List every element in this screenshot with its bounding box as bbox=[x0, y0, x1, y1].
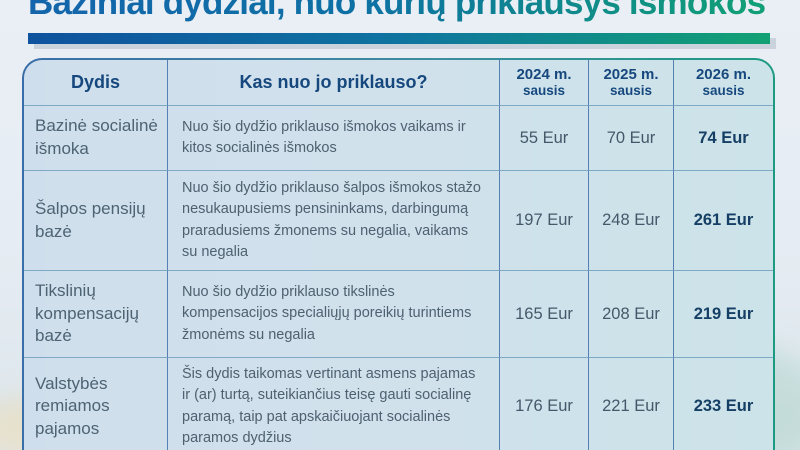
row-description: Nuo šio dydžio priklauso tikslinės kompe… bbox=[167, 270, 499, 357]
column-header-kas: Kas nuo jo priklauso? bbox=[167, 60, 499, 105]
row-label-salpos-pensiju-baze: Šalpos pensijų bazė bbox=[24, 170, 167, 270]
value-2024: 176 Eur bbox=[499, 357, 588, 450]
row-label-bazine-socialine-ismoka: Bazinė socialinė išmoka bbox=[24, 105, 167, 170]
benefits-data-table: Dydis Kas nuo jo priklauso? 2024 m. saus… bbox=[24, 60, 773, 450]
value-2024: 165 Eur bbox=[499, 270, 588, 357]
value-2026: 74 Eur bbox=[673, 105, 773, 170]
value-2025: 221 Eur bbox=[588, 357, 673, 450]
value-2026: 261 Eur bbox=[673, 170, 773, 270]
year-label: 2025 m. bbox=[603, 66, 659, 84]
row-description: Nuo šio dydžio priklauso išmokos vaikams… bbox=[167, 105, 499, 170]
row-label-valstybes-remiamos-pajamos: Valstybės remiamos pajamos bbox=[24, 357, 167, 450]
row-label-tiksliniu-kompensaciju-baze: Tikslinių kompensacijų bazė bbox=[24, 270, 167, 357]
column-header-2024: 2024 m. sausis bbox=[499, 60, 588, 105]
value-2024: 55 Eur bbox=[499, 105, 588, 170]
table-row: Valstybės remiamos pajamos Šis dydis tai… bbox=[24, 357, 773, 450]
month-label: sausis bbox=[609, 83, 653, 99]
row-description: Šis dydis taikomas vertinant asmens paja… bbox=[167, 357, 499, 450]
column-header-2026: 2026 m. sausis bbox=[673, 60, 773, 105]
row-description: Nuo šio dydžio priklauso šalpos išmokos … bbox=[167, 170, 499, 270]
value-2025: 248 Eur bbox=[588, 170, 673, 270]
benefits-table-surface: Dydis Kas nuo jo priklauso? 2024 m. saus… bbox=[24, 60, 773, 450]
title-divider-bar bbox=[28, 33, 770, 44]
month-label: sausis bbox=[702, 83, 745, 99]
page-title: Baziniai dydžiai, nuo kurių priklausys i… bbox=[28, 0, 766, 23]
value-2025: 208 Eur bbox=[588, 270, 673, 357]
column-header-dydis: Dydis bbox=[24, 60, 167, 105]
year-label: 2026 m. bbox=[695, 66, 752, 84]
table-row: Šalpos pensijų bazė Nuo šio dydžio prikl… bbox=[24, 170, 773, 270]
table-row: Tikslinių kompensacijų bazė Nuo šio dydž… bbox=[24, 270, 773, 357]
month-label: sausis bbox=[522, 83, 566, 99]
year-label: 2024 m. bbox=[516, 66, 572, 84]
column-header-2025: 2025 m. sausis bbox=[588, 60, 673, 105]
value-2024: 197 Eur bbox=[499, 170, 588, 270]
value-2026: 233 Eur bbox=[673, 357, 773, 450]
table-header-row: Dydis Kas nuo jo priklauso? 2024 m. saus… bbox=[24, 60, 773, 105]
value-2026: 219 Eur bbox=[673, 270, 773, 357]
table-row: Bazinė socialinė išmoka Nuo šio dydžio p… bbox=[24, 105, 773, 170]
value-2025: 70 Eur bbox=[588, 105, 673, 170]
benefits-table: Dydis Kas nuo jo priklauso? 2024 m. saus… bbox=[22, 58, 775, 450]
